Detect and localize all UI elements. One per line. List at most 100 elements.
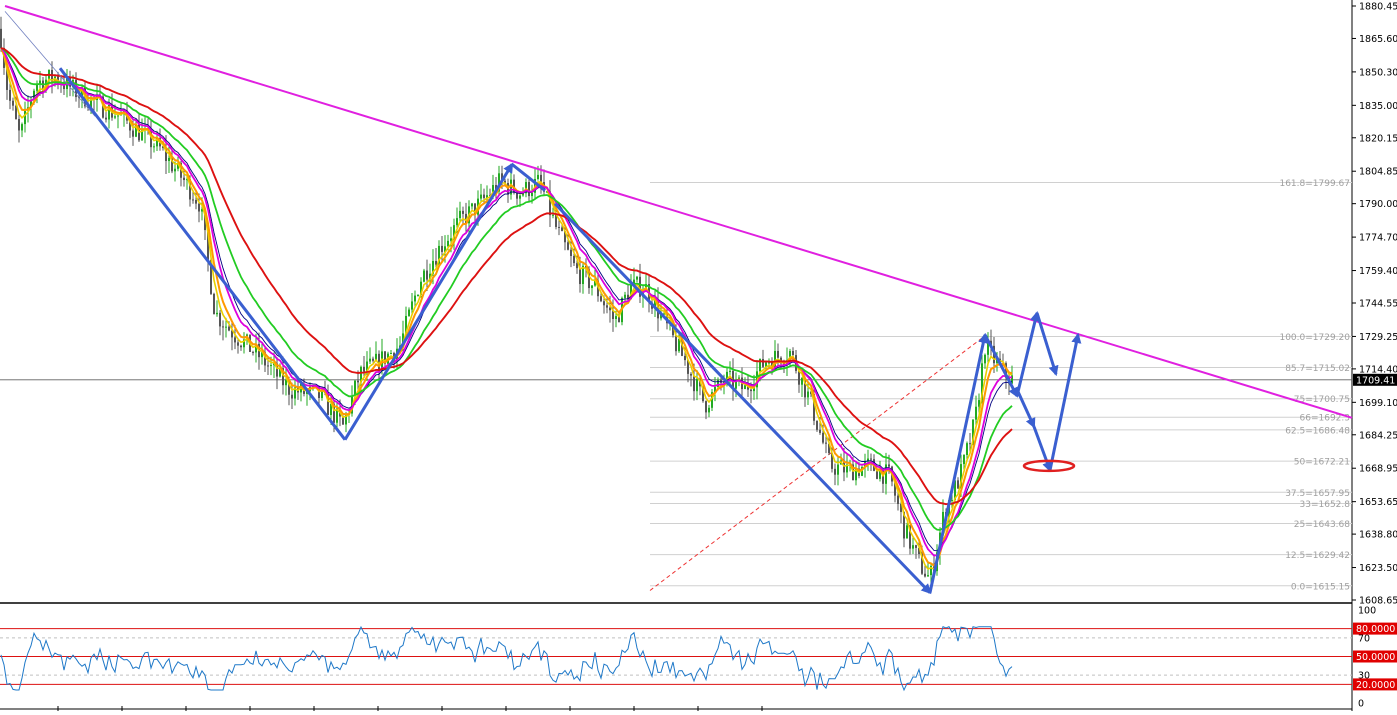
- projection-arrow: [1032, 426, 1052, 473]
- candle-body: [909, 525, 911, 549]
- candle-body: [501, 173, 503, 181]
- candle-body: [330, 403, 332, 416]
- candle-body: [744, 385, 746, 390]
- candle-body: [42, 80, 44, 91]
- candle-body: [183, 177, 185, 181]
- candle-body: [456, 218, 458, 226]
- candle-body: [171, 157, 173, 172]
- candle-body: [729, 370, 731, 372]
- candle-body: [681, 339, 683, 356]
- candle-body: [174, 168, 176, 172]
- current-price-label: 1709.41: [1356, 375, 1395, 386]
- projection-arrow: [1048, 332, 1082, 471]
- candle-body: [321, 389, 323, 399]
- osc-level-label: 20.0000: [1356, 680, 1395, 691]
- candle-body: [378, 353, 380, 371]
- candle-body: [672, 322, 674, 336]
- candle-body: [813, 394, 815, 421]
- candle-body: [450, 238, 452, 241]
- candle-body: [510, 179, 512, 195]
- wave-arrow: [511, 163, 546, 192]
- candle-body: [363, 366, 365, 372]
- candle-body: [915, 545, 917, 548]
- candle-body: [612, 310, 614, 320]
- candle-body: [798, 370, 800, 385]
- projection-arrow: [1035, 312, 1059, 377]
- price-tick-label: 1744.55: [1359, 299, 1397, 310]
- candle-body: [63, 84, 65, 90]
- osc-axis-label: 100: [1358, 606, 1376, 617]
- candle-body: [960, 464, 962, 489]
- price-tick-label: 1790.00: [1359, 199, 1397, 210]
- candle-body: [282, 368, 284, 386]
- candle-body: [528, 182, 530, 197]
- candle-body: [900, 503, 902, 512]
- candle-body: [261, 352, 263, 358]
- candle-body: [30, 100, 32, 108]
- candle-body: [210, 259, 212, 294]
- candle-body: [420, 281, 422, 295]
- candle-body: [213, 293, 215, 315]
- candle-body: [702, 386, 704, 402]
- candle-body: [18, 118, 20, 131]
- candle-body: [87, 106, 89, 108]
- candle-body: [285, 379, 287, 386]
- candle-body: [255, 343, 257, 353]
- candle-body: [921, 553, 923, 574]
- candle-body: [801, 377, 803, 385]
- candle-body: [177, 162, 179, 169]
- candle-body: [963, 454, 965, 465]
- candle-body: [711, 392, 713, 408]
- candle-body: [822, 432, 824, 443]
- candle-body: [153, 146, 155, 148]
- candle-body: [573, 255, 575, 264]
- candle-body: [402, 333, 404, 346]
- candle-body: [486, 195, 488, 198]
- candle-body: [225, 326, 227, 328]
- candle-body: [240, 345, 242, 348]
- fib-level-label: 66=1692.3: [1300, 414, 1350, 424]
- candle-body: [357, 380, 359, 383]
- candle-body: [846, 464, 848, 473]
- candle-body: [603, 301, 605, 306]
- candle-body: [660, 313, 662, 319]
- candle-body: [981, 363, 983, 401]
- candle-body: [405, 315, 407, 334]
- candle-body: [132, 130, 134, 137]
- candle-body: [189, 179, 191, 200]
- candle-body: [207, 230, 209, 260]
- price-tick-label: 1623.50: [1359, 563, 1397, 574]
- projection-arrow: [983, 334, 1019, 398]
- ma-navy-line: [0, 47, 1013, 552]
- candle-body: [186, 179, 188, 181]
- candle-body: [36, 84, 38, 91]
- candle-body: [462, 210, 464, 214]
- candle-body: [687, 360, 689, 374]
- candle-body: [903, 511, 905, 539]
- candle-body: [243, 339, 245, 348]
- candle-body: [867, 458, 869, 462]
- ma-orange-line: [0, 47, 1013, 567]
- candle-body: [291, 394, 293, 399]
- candle-body: [747, 385, 749, 390]
- candle-body: [117, 115, 119, 117]
- osc-level-label: 80.0000: [1356, 624, 1395, 635]
- candle-body: [570, 249, 572, 256]
- candle-body: [957, 480, 959, 489]
- candle-body: [429, 273, 431, 280]
- candle-body: [531, 192, 533, 197]
- candle-body: [720, 379, 722, 383]
- candle-body: [972, 419, 974, 444]
- candle-body: [639, 276, 641, 297]
- candle-body: [804, 377, 806, 398]
- candle-body: [540, 174, 542, 183]
- candle-body: [39, 80, 41, 85]
- candle-body: [735, 379, 737, 389]
- candle-body: [828, 443, 830, 454]
- candle-body: [135, 124, 137, 137]
- candle-body: [165, 148, 167, 162]
- candle-body: [474, 203, 476, 215]
- candle-body: [108, 104, 110, 120]
- candle-body: [459, 210, 461, 219]
- candle-body: [12, 100, 14, 106]
